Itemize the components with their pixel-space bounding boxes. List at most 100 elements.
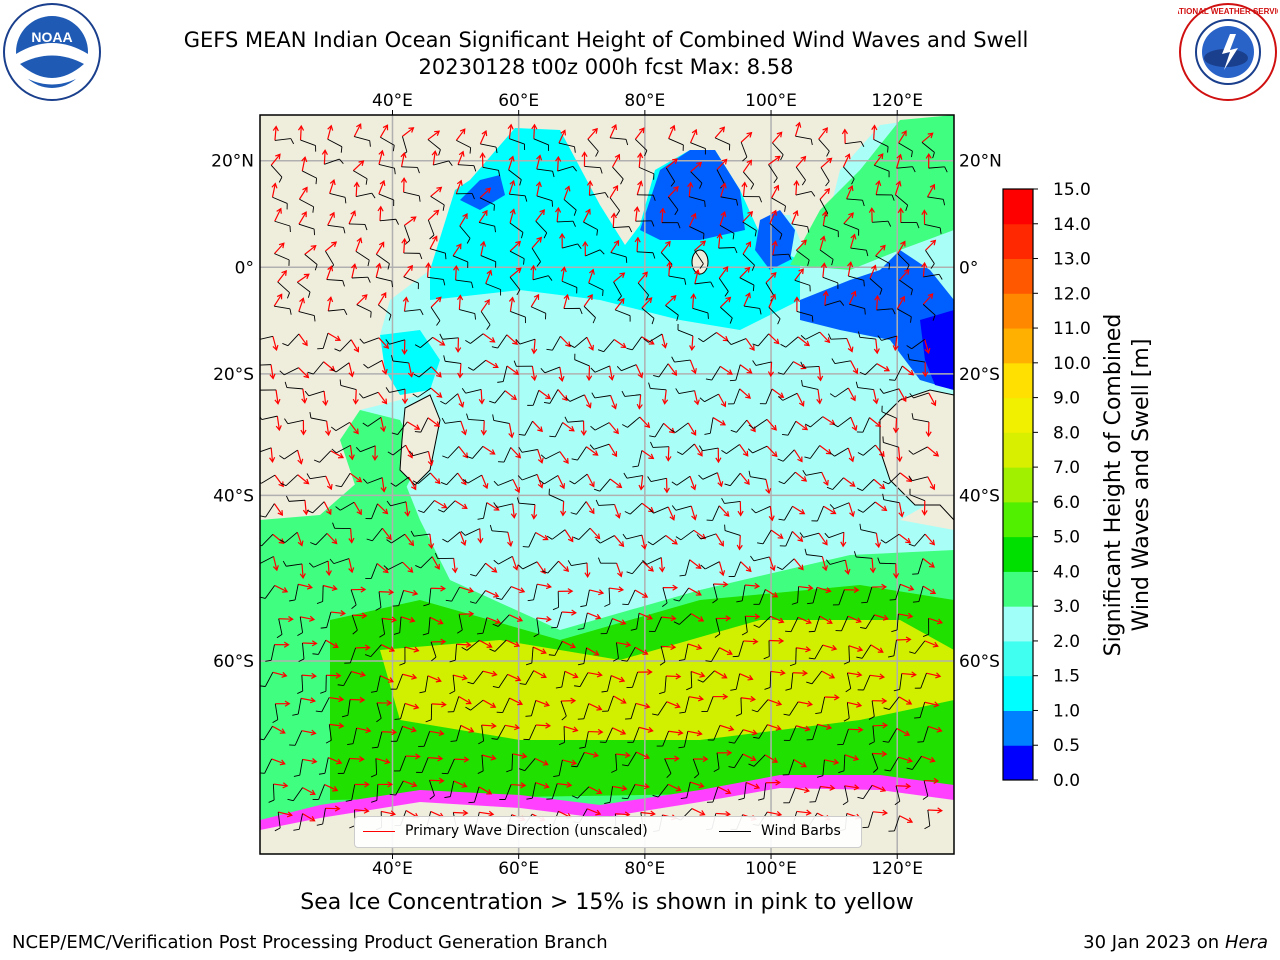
wave-direction-arrowhead xyxy=(801,239,807,246)
wave-direction-arrowhead xyxy=(401,349,408,355)
wind-barb-flag xyxy=(548,275,553,281)
wave-direction-arrowhead xyxy=(324,430,332,437)
wind-barb xyxy=(497,614,510,627)
wind-barb-flag xyxy=(604,603,611,607)
wind-barb xyxy=(493,419,510,424)
wave-direction-arrow xyxy=(405,444,413,458)
wind-barb xyxy=(716,752,720,769)
wind-barb-flag xyxy=(306,473,311,479)
wave-direction-arrowhead xyxy=(468,727,475,733)
wind-barb-flag xyxy=(906,264,910,271)
wind-barb-flag xyxy=(868,716,875,720)
wind-barb-flag xyxy=(678,746,685,749)
wind-barb xyxy=(846,672,852,689)
wave-direction-arrow xyxy=(925,239,936,251)
wave-direction-arrowhead xyxy=(720,211,727,218)
wind-barb xyxy=(576,752,585,767)
wind-barb-flag xyxy=(255,560,260,564)
wave-direction-arrowhead xyxy=(853,586,860,594)
wind-barb xyxy=(613,281,622,297)
wave-direction-arrow xyxy=(694,270,699,285)
wind-barb xyxy=(417,387,432,398)
wave-direction-arrowhead xyxy=(750,755,757,762)
colorbar-segment xyxy=(1003,501,1033,538)
wave-direction-arrow xyxy=(532,265,535,280)
wind-barb xyxy=(270,644,275,661)
wave-direction-arrowhead xyxy=(456,179,463,186)
wave-direction-arrow xyxy=(660,557,663,572)
wave-direction-arrow xyxy=(507,532,512,547)
wind-barb-flag xyxy=(383,565,389,570)
wave-direction-arrow xyxy=(816,586,831,592)
wind-barb xyxy=(600,535,615,544)
wave-direction-arrowhead xyxy=(806,700,813,707)
wind-barb-flag xyxy=(304,390,310,397)
wind-barb xyxy=(348,223,366,225)
wind-barb xyxy=(817,506,825,522)
wave-direction-arrowhead xyxy=(436,392,443,398)
wave-direction-arrow xyxy=(534,757,549,766)
wind-barb xyxy=(403,191,420,197)
wave-direction-arrowhead xyxy=(563,566,570,573)
wave-direction-arrow xyxy=(898,533,911,544)
madagascar xyxy=(399,394,441,486)
wave-direction-arrow xyxy=(770,670,785,674)
wind-barb xyxy=(319,450,332,463)
wind-barb xyxy=(894,365,903,381)
wave-direction-arrowhead xyxy=(564,185,571,192)
wave-direction-arrowhead xyxy=(744,266,751,273)
wind-barb xyxy=(772,142,784,156)
wave-direction-arrowhead xyxy=(457,372,464,379)
wind-barb xyxy=(579,672,589,687)
wind-barb xyxy=(718,277,729,292)
wave-direction-arrow xyxy=(277,270,287,283)
wind-barb-flag xyxy=(726,339,732,345)
wave-direction-arrowhead xyxy=(833,694,840,701)
wind-barb xyxy=(783,471,796,485)
wind-barb xyxy=(528,724,537,740)
wave-direction-arrowhead xyxy=(477,537,484,544)
wind-barb xyxy=(378,163,395,169)
wave-direction-arrow xyxy=(616,562,622,577)
wind-barb-flag xyxy=(289,599,296,602)
wave-direction-arrowhead xyxy=(831,644,838,651)
wave-direction-arrow xyxy=(690,162,702,173)
wind-barb xyxy=(790,617,799,632)
wave-direction-arrow xyxy=(823,505,836,515)
wave-direction-arrowhead xyxy=(881,583,888,590)
wind-barb-flag xyxy=(604,801,611,804)
wave-direction-arrowhead xyxy=(542,534,549,541)
wind-barb xyxy=(796,311,813,317)
wave-direction-arrow xyxy=(486,502,499,511)
wind-barb xyxy=(578,527,591,540)
wind-barb xyxy=(805,471,822,476)
wave-direction-arrowhead xyxy=(461,503,468,509)
wind-barb xyxy=(834,387,849,398)
wind-barb xyxy=(652,535,667,546)
wave-direction-arrow xyxy=(610,395,617,409)
wave-direction-arrowhead xyxy=(462,213,468,220)
wave-direction-arrowhead xyxy=(570,697,577,704)
wave-direction-arrowhead xyxy=(356,237,363,244)
wind-barb-flag xyxy=(367,276,371,283)
wave-direction-arrowhead xyxy=(693,399,700,406)
wave-direction-arrow xyxy=(453,811,468,814)
wave-direction-arrow xyxy=(511,556,518,570)
wave-direction-arrowhead xyxy=(696,644,703,651)
wind-barb-flag xyxy=(436,320,441,326)
wind-barb-flag xyxy=(364,224,368,231)
wave-direction-arrowhead xyxy=(737,510,744,517)
wave-direction-arrow xyxy=(668,125,675,139)
wind-barb-flag xyxy=(362,422,369,427)
wave-direction-arrowhead xyxy=(560,129,566,136)
map-frame xyxy=(259,114,955,855)
wind-barb-flag xyxy=(930,263,935,269)
wind-barb-flag xyxy=(882,480,889,485)
wave-direction-arrowhead xyxy=(281,269,287,276)
wind-barb-flag xyxy=(807,602,814,605)
wind-barb-flag xyxy=(807,259,810,266)
wave-direction-arrowhead xyxy=(639,127,645,134)
wind-barb xyxy=(308,390,325,397)
wind-barb xyxy=(627,784,636,799)
wind-barb-flag xyxy=(548,654,555,656)
